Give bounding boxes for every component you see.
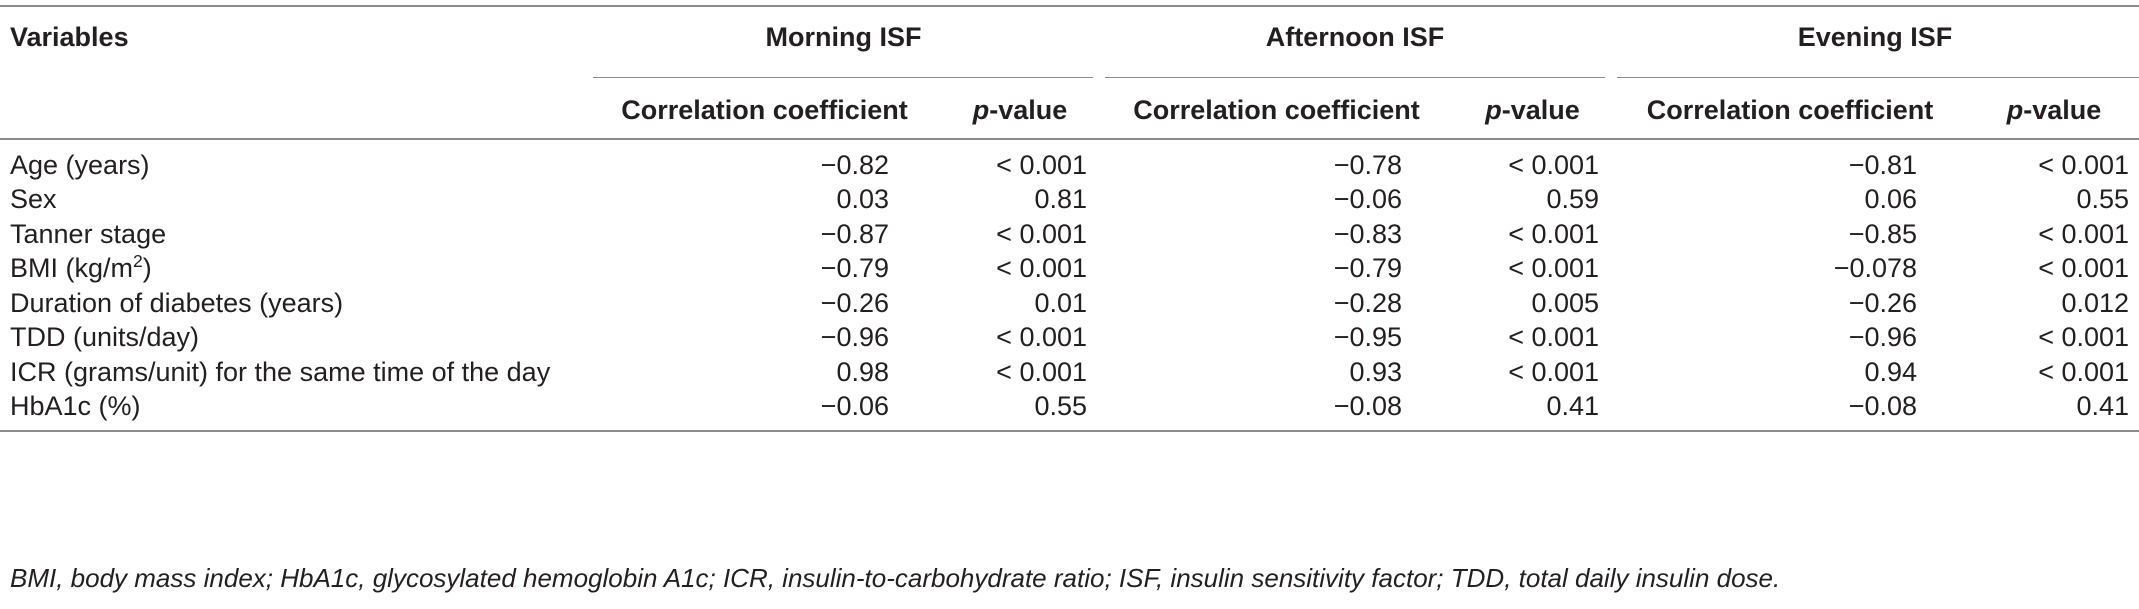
table-footnote: BMI, body mass index; HbA1c, glycosylate… [10, 563, 1781, 593]
evening-pvalue: < 0.001 [2038, 253, 2130, 284]
evening-correlation: −0.078 [1833, 253, 1918, 284]
afternoon-pvalue: 0.005 [1531, 287, 1600, 318]
p-italic: p [1485, 95, 1502, 125]
morning-pvalue: < 0.001 [996, 356, 1088, 387]
morning-group-rule [593, 77, 1094, 78]
row-label: Tanner stage [10, 218, 167, 249]
row-label: Duration of diabetes (years) [10, 287, 344, 318]
afternoon-correlation: −0.06 [1333, 184, 1403, 215]
group-header-row: Variables Morning ISF Afternoon ISF Even… [0, 6, 2139, 78]
morning-correlation: 0.03 [836, 184, 889, 215]
p-rest: -value [989, 95, 1068, 125]
evening-pvalue: 0.41 [2076, 391, 2130, 422]
morning-isf-label: Morning ISF [765, 22, 922, 52]
table-row: Sex 0.03 0.81 −0.06 0.59 0.06 0.55 [0, 183, 2139, 218]
row-label: BMI (kg/m2) [10, 251, 152, 284]
table-row: HbA1c (%) −0.06 0.55 −0.08 0.41 −0.08 0.… [0, 390, 2139, 432]
table-row: Duration of diabetes (years) −0.26 0.01 … [0, 286, 2139, 321]
afternoon-correlation: 0.93 [1349, 356, 1403, 387]
sub-header-row: Correlation coefficient p-value Correlat… [0, 78, 2139, 139]
morning-correlation: −0.82 [820, 149, 889, 180]
afternoon-group-rule [1105, 77, 1606, 78]
afternoon-pvalue: 0.41 [1546, 391, 1600, 422]
evening-group-rule [1617, 77, 2139, 78]
row-label: Age (years) [10, 149, 150, 180]
p-rest: -value [1501, 95, 1580, 125]
table-row: Age (years) −0.82 < 0.001 −0.78 < 0.001 … [0, 139, 2139, 183]
evening-pvalue-header: p-value [1969, 78, 2139, 139]
evening-correlation: −0.96 [1848, 322, 1918, 353]
table-row: TDD (units/day) −0.96 < 0.001 −0.95 < 0.… [0, 321, 2139, 356]
p-italic: p [2006, 95, 2024, 125]
evening-pvalue: < 0.001 [2038, 322, 2130, 353]
afternoon-correlation: −0.28 [1333, 287, 1403, 318]
p-italic: p [972, 95, 990, 125]
row-label: HbA1c (%) [10, 391, 141, 422]
morning-pvalue: < 0.001 [996, 218, 1088, 249]
evening-pvalue: 0.012 [2061, 287, 2130, 318]
afternoon-pvalue: 0.59 [1546, 184, 1600, 215]
evening-isf-header: Evening ISF [1611, 6, 2139, 78]
morning-correlation-header: Correlation coefficient [621, 95, 908, 125]
afternoon-isf-label: Afternoon ISF [1265, 22, 1445, 52]
row-label: Sex [10, 184, 57, 215]
evening-correlation: −0.85 [1848, 218, 1918, 249]
afternoon-pvalue: < 0.001 [1508, 356, 1600, 387]
evening-correlation: −0.26 [1848, 287, 1918, 318]
morning-pvalue: < 0.001 [996, 322, 1088, 353]
correlation-table: Variables Morning ISF Afternoon ISF Even… [0, 5, 2139, 432]
morning-correlation: −0.87 [820, 218, 889, 249]
morning-pvalue-header: p-value [941, 78, 1099, 139]
variables-header: Variables [10, 22, 129, 52]
morning-correlation: −0.26 [820, 287, 889, 318]
morning-isf-header: Morning ISF [588, 6, 1099, 78]
evening-correlation: −0.08 [1848, 391, 1918, 422]
table-row: BMI (kg/m2) −0.79 < 0.001 −0.79 < 0.001 … [0, 252, 2139, 287]
morning-correlation: 0.98 [836, 356, 889, 387]
morning-pvalue: 0.55 [1034, 391, 1088, 422]
afternoon-pvalue-header: p-value [1454, 78, 1611, 139]
afternoon-correlation: −0.78 [1333, 149, 1403, 180]
morning-correlation: −0.79 [820, 253, 889, 284]
morning-pvalue: < 0.001 [996, 253, 1088, 284]
evening-correlation: 0.06 [1864, 184, 1918, 215]
evening-pvalue: < 0.001 [2038, 356, 2130, 387]
afternoon-pvalue: < 0.001 [1508, 253, 1600, 284]
evening-pvalue: < 0.001 [2038, 218, 2130, 249]
sub-header-spacer [0, 78, 588, 139]
afternoon-pvalue: < 0.001 [1508, 149, 1600, 180]
p-rest: -value [2023, 95, 2102, 125]
evening-pvalue: < 0.001 [2038, 149, 2130, 180]
morning-pvalue: < 0.001 [996, 149, 1088, 180]
evening-pvalue: 0.55 [2076, 184, 2130, 215]
evening-correlation-header: Correlation coefficient [1646, 95, 1934, 125]
afternoon-isf-header: Afternoon ISF [1099, 6, 1611, 78]
table-row: Tanner stage −0.87 < 0.001 −0.83 < 0.001… [0, 217, 2139, 252]
afternoon-correlation: −0.79 [1333, 253, 1403, 284]
table-row: ICR (grams/unit) for the same time of th… [0, 355, 2139, 390]
afternoon-correlation: −0.95 [1333, 322, 1403, 353]
afternoon-correlation: −0.83 [1333, 218, 1403, 249]
evening-correlation: −0.81 [1848, 149, 1918, 180]
row-label: ICR (grams/unit) for the same time of th… [10, 356, 551, 387]
morning-correlation: −0.96 [820, 322, 889, 353]
evening-isf-label: Evening ISF [1797, 22, 1953, 52]
evening-correlation: 0.94 [1864, 356, 1918, 387]
morning-correlation: −0.06 [820, 391, 889, 422]
morning-pvalue: 0.01 [1034, 287, 1088, 318]
afternoon-pvalue: < 0.001 [1508, 322, 1600, 353]
afternoon-pvalue: < 0.001 [1508, 218, 1600, 249]
morning-pvalue: 0.81 [1034, 184, 1088, 215]
afternoon-correlation-header: Correlation coefficient [1133, 95, 1420, 125]
row-label: TDD (units/day) [10, 322, 200, 353]
afternoon-correlation: −0.08 [1333, 391, 1403, 422]
